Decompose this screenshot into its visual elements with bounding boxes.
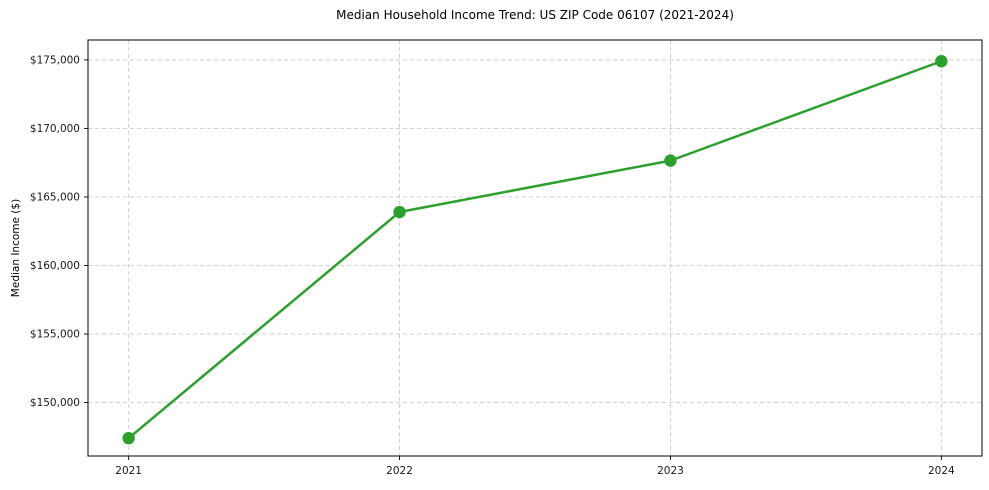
- x-tick-label: 2021: [115, 465, 142, 477]
- data-point-marker: [664, 154, 677, 167]
- y-tick-label: $175,000: [30, 54, 80, 66]
- y-tick-label: $160,000: [30, 260, 80, 272]
- plot-border: [87, 39, 983, 457]
- data-point-marker: [935, 55, 948, 68]
- trend-line: [127, 59, 943, 440]
- y-tick-label: $165,000: [30, 191, 80, 203]
- y-tick-label: $155,000: [30, 329, 80, 341]
- chart-title: Median Household Income Trend: US ZIP Co…: [336, 8, 734, 22]
- data-point-marker: [122, 431, 135, 445]
- y-tick-label: $170,000: [30, 123, 80, 135]
- x-tick-label: 2022: [386, 465, 413, 477]
- x-tick-label: 2023: [657, 465, 684, 477]
- x-tick-label: 2024: [928, 465, 955, 477]
- data-point-marker: [393, 205, 406, 219]
- y-tick-label: $150,000: [30, 397, 80, 409]
